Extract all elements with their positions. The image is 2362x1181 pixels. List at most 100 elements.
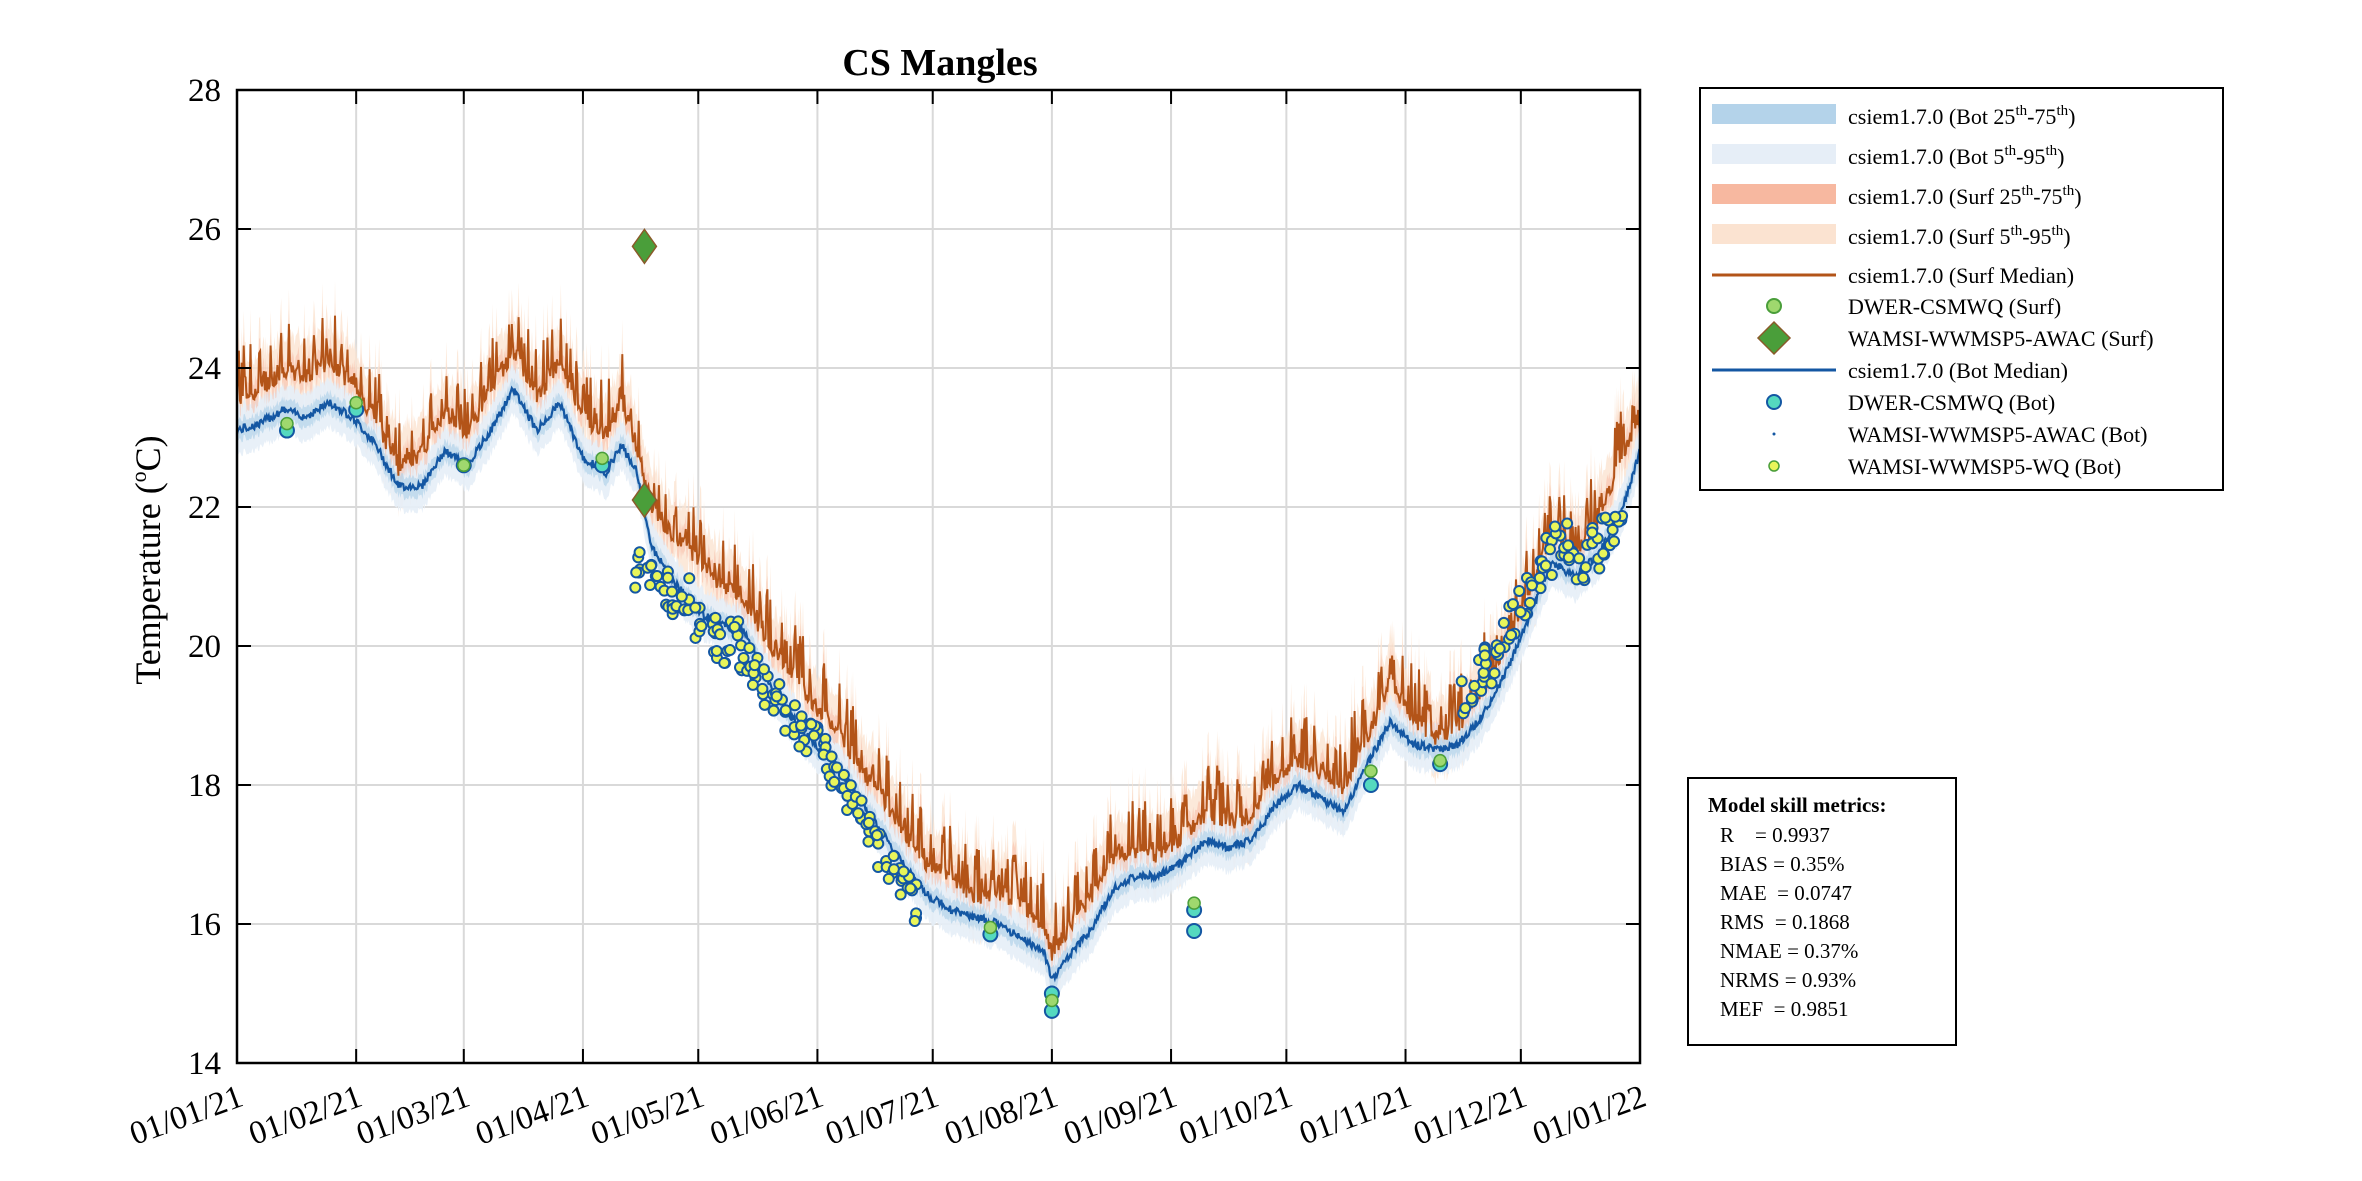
- wq-bot-point: [825, 750, 838, 763]
- wq-bot-point: [1548, 520, 1561, 533]
- wq-bot-point: [1468, 679, 1481, 692]
- wq-bot-point: [1586, 526, 1599, 539]
- wq-bot-point: [1562, 539, 1575, 552]
- wq-bot-point: [633, 546, 646, 559]
- wq-bot-point: [852, 807, 865, 820]
- legend-label-wq-bot: WAMSI-WWMSP5-WQ (Bot): [1848, 454, 2121, 479]
- wq-bot-point: [756, 682, 769, 695]
- wq-bot-point: [675, 590, 688, 603]
- wq-bot-point: [1573, 552, 1586, 565]
- metric-nmae: NMAE = 0.37%: [1720, 939, 1858, 963]
- wq-bot-point: [1488, 667, 1501, 680]
- bot-median-line: [235, 385, 1641, 983]
- wq-bot-point: [807, 729, 820, 742]
- band-bot-25-75: [237, 377, 1640, 989]
- dwer-surf-point: [1045, 993, 1059, 1008]
- legend-label-bot-25-75: csiem1.7.0 (Bot 25th-75th): [1848, 103, 2075, 129]
- x-tick-label: 01/06/21: [706, 1079, 829, 1153]
- wq-bot-point: [1459, 702, 1472, 715]
- y-tick-label: 16: [188, 907, 221, 943]
- wq-bot-point: [1544, 543, 1557, 556]
- dwer-surf-point: [349, 396, 363, 410]
- wq-bot-point: [828, 775, 841, 788]
- chart-title: CS Mangles: [842, 42, 1037, 84]
- wq-bot-point: [661, 571, 674, 584]
- wq-bot-point: [1597, 547, 1610, 560]
- wq-bot-point: [645, 559, 658, 572]
- wq-bot-point: [714, 628, 727, 641]
- x-tick-label: 01/02/21: [244, 1079, 367, 1153]
- dwer-surf-point: [1187, 896, 1201, 910]
- legend-swatch-surf-5-95: [1712, 224, 1836, 244]
- y-tick-label: 26: [188, 212, 221, 248]
- wq-bot-point: [683, 572, 696, 585]
- x-tick-label: 01/09/21: [1059, 1079, 1182, 1153]
- wq-bot-point: [1609, 510, 1622, 523]
- x-tick-label: 01/08/21: [940, 1079, 1063, 1153]
- legend-label-awac-surf: WAMSI-WWMSP5-AWAC (Surf): [1848, 326, 2154, 351]
- legend-label-bot-median: csiem1.7.0 (Bot Median): [1848, 358, 2068, 383]
- wq-bot-point: [1505, 629, 1518, 642]
- wq-bot-point: [1579, 561, 1592, 574]
- wq-bot-point: [887, 863, 900, 876]
- wq-bot-point: [788, 699, 801, 712]
- dwer-surf-point: [457, 458, 471, 473]
- legend-swatch-awac-bot: [1772, 432, 1776, 436]
- y-axis-label-unit: C): [128, 435, 168, 471]
- wq-bot-point: [1539, 559, 1552, 572]
- y-tick-label: 22: [188, 490, 221, 526]
- wq-bot-point: [793, 740, 806, 753]
- y-tick-label: 18: [188, 768, 221, 804]
- legend-swatch-dwer-bot: [1766, 394, 1782, 410]
- wq-bot-point: [723, 644, 736, 657]
- dwer-surf-point: [1364, 764, 1378, 778]
- wq-bot-point: [1608, 535, 1621, 548]
- wq-bot-point: [779, 704, 792, 717]
- dwer-surf-point: [1433, 753, 1447, 768]
- wq-bot-point: [904, 882, 917, 895]
- legend-label-dwer-bot: DWER-CSMWQ (Bot): [1848, 390, 2055, 415]
- wq-bot-point: [651, 570, 664, 583]
- legend-swatch-dwer-surf: [1766, 298, 1782, 314]
- legend-swatch-bot-5-95: [1712, 144, 1836, 164]
- wq-bot-point: [718, 656, 731, 669]
- legend-label-bot-5-95: csiem1.7.0 (Bot 5th-95th): [1848, 143, 2064, 169]
- metric-rms: RMS = 0.1868: [1720, 910, 1850, 934]
- observation-points: [278, 228, 1629, 1019]
- wq-bot-point: [897, 865, 910, 878]
- dwer-surf-point: [595, 451, 609, 466]
- wq-bot-point: [758, 698, 771, 711]
- metric-r: R = 0.9937: [1720, 823, 1830, 847]
- dwer-surf-point: [280, 416, 294, 431]
- wq-bot-point: [1478, 649, 1491, 662]
- wq-bot-point: [1577, 571, 1590, 584]
- wq-bot-point: [882, 872, 895, 885]
- legend-swatch-wq-bot: [1768, 460, 1780, 472]
- wq-bot-point: [1513, 584, 1526, 597]
- wq-bot-point: [1514, 606, 1527, 619]
- wq-bot-point: [855, 794, 868, 807]
- svg-text:Temperature (oC): Temperature (oC): [126, 435, 168, 684]
- wq-bot-point: [862, 816, 875, 829]
- x-tick-label: 01/12/21: [1409, 1079, 1532, 1153]
- legend: csiem1.7.0 (Bot 25th-75th) csiem1.7.0 (B…: [1699, 87, 2224, 491]
- wq-bot-point: [844, 779, 857, 792]
- wq-bot-point: [629, 581, 642, 594]
- wq-bot-point: [1533, 571, 1546, 584]
- metric-mef: MEF = 0.9851: [1720, 997, 1849, 1021]
- y-tick-label: 28: [188, 73, 221, 109]
- metrics-box: [1687, 777, 1957, 1046]
- wq-bot-point: [830, 761, 843, 774]
- wq-bot-point: [1562, 551, 1575, 564]
- legend-label-awac-bot: WAMSI-WWMSP5-AWAC (Bot): [1848, 422, 2148, 447]
- x-tick-label: 01/10/21: [1175, 1079, 1298, 1153]
- wq-bot-point: [770, 690, 783, 703]
- wq-bot-point: [1593, 562, 1606, 575]
- wq-bot-point: [1506, 598, 1519, 611]
- wq-bot-point: [795, 719, 808, 732]
- median-lines: [235, 315, 1641, 983]
- x-tick-label: 01/07/21: [821, 1079, 944, 1153]
- wq-bot-point: [630, 566, 643, 579]
- wq-bot-point: [871, 829, 884, 842]
- wq-bot-point: [710, 644, 723, 657]
